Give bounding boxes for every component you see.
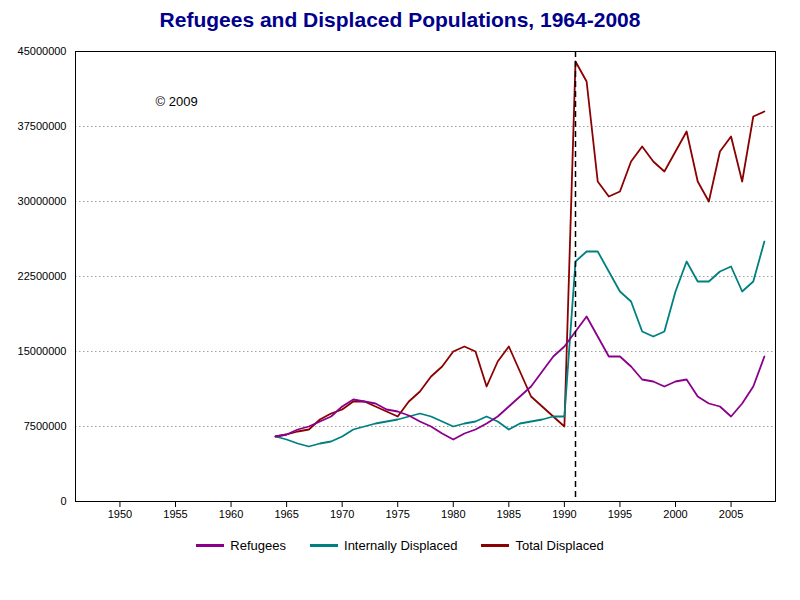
svg-text:45000000: 45000000 [18,45,67,57]
svg-text:1985: 1985 [497,508,521,520]
svg-text:1995: 1995 [608,508,632,520]
svg-text:© 2009: © 2009 [156,94,198,109]
svg-text:1955: 1955 [163,508,187,520]
svg-text:15000000: 15000000 [18,345,67,357]
svg-text:1980: 1980 [441,508,465,520]
html-text:Refugees and Displaced Populat: Refugees and Displaced Populations, 1964… [159,8,641,31]
svg-text:1965: 1965 [274,508,298,520]
svg-text:30000000: 30000000 [18,195,67,207]
svg-text:1975: 1975 [385,508,409,520]
svg-text:2005: 2005 [719,508,743,520]
svg-text:2000: 2000 [663,508,687,520]
svg-text:1950: 1950 [108,508,132,520]
html-text:Total Displaced: Total Displaced [515,538,604,553]
html-text:Refugees: Refugees [230,538,286,553]
svg-text:0: 0 [60,495,66,507]
svg-text:22500000: 22500000 [18,270,67,282]
svg-text:1970: 1970 [330,508,354,520]
svg-text:1990: 1990 [552,508,576,520]
html-text:Internally Displaced: Internally Displaced [344,538,458,553]
svg-text:1960: 1960 [219,508,243,520]
svg-text:37500000: 37500000 [18,120,67,132]
svg-text:7500000: 7500000 [24,420,67,432]
